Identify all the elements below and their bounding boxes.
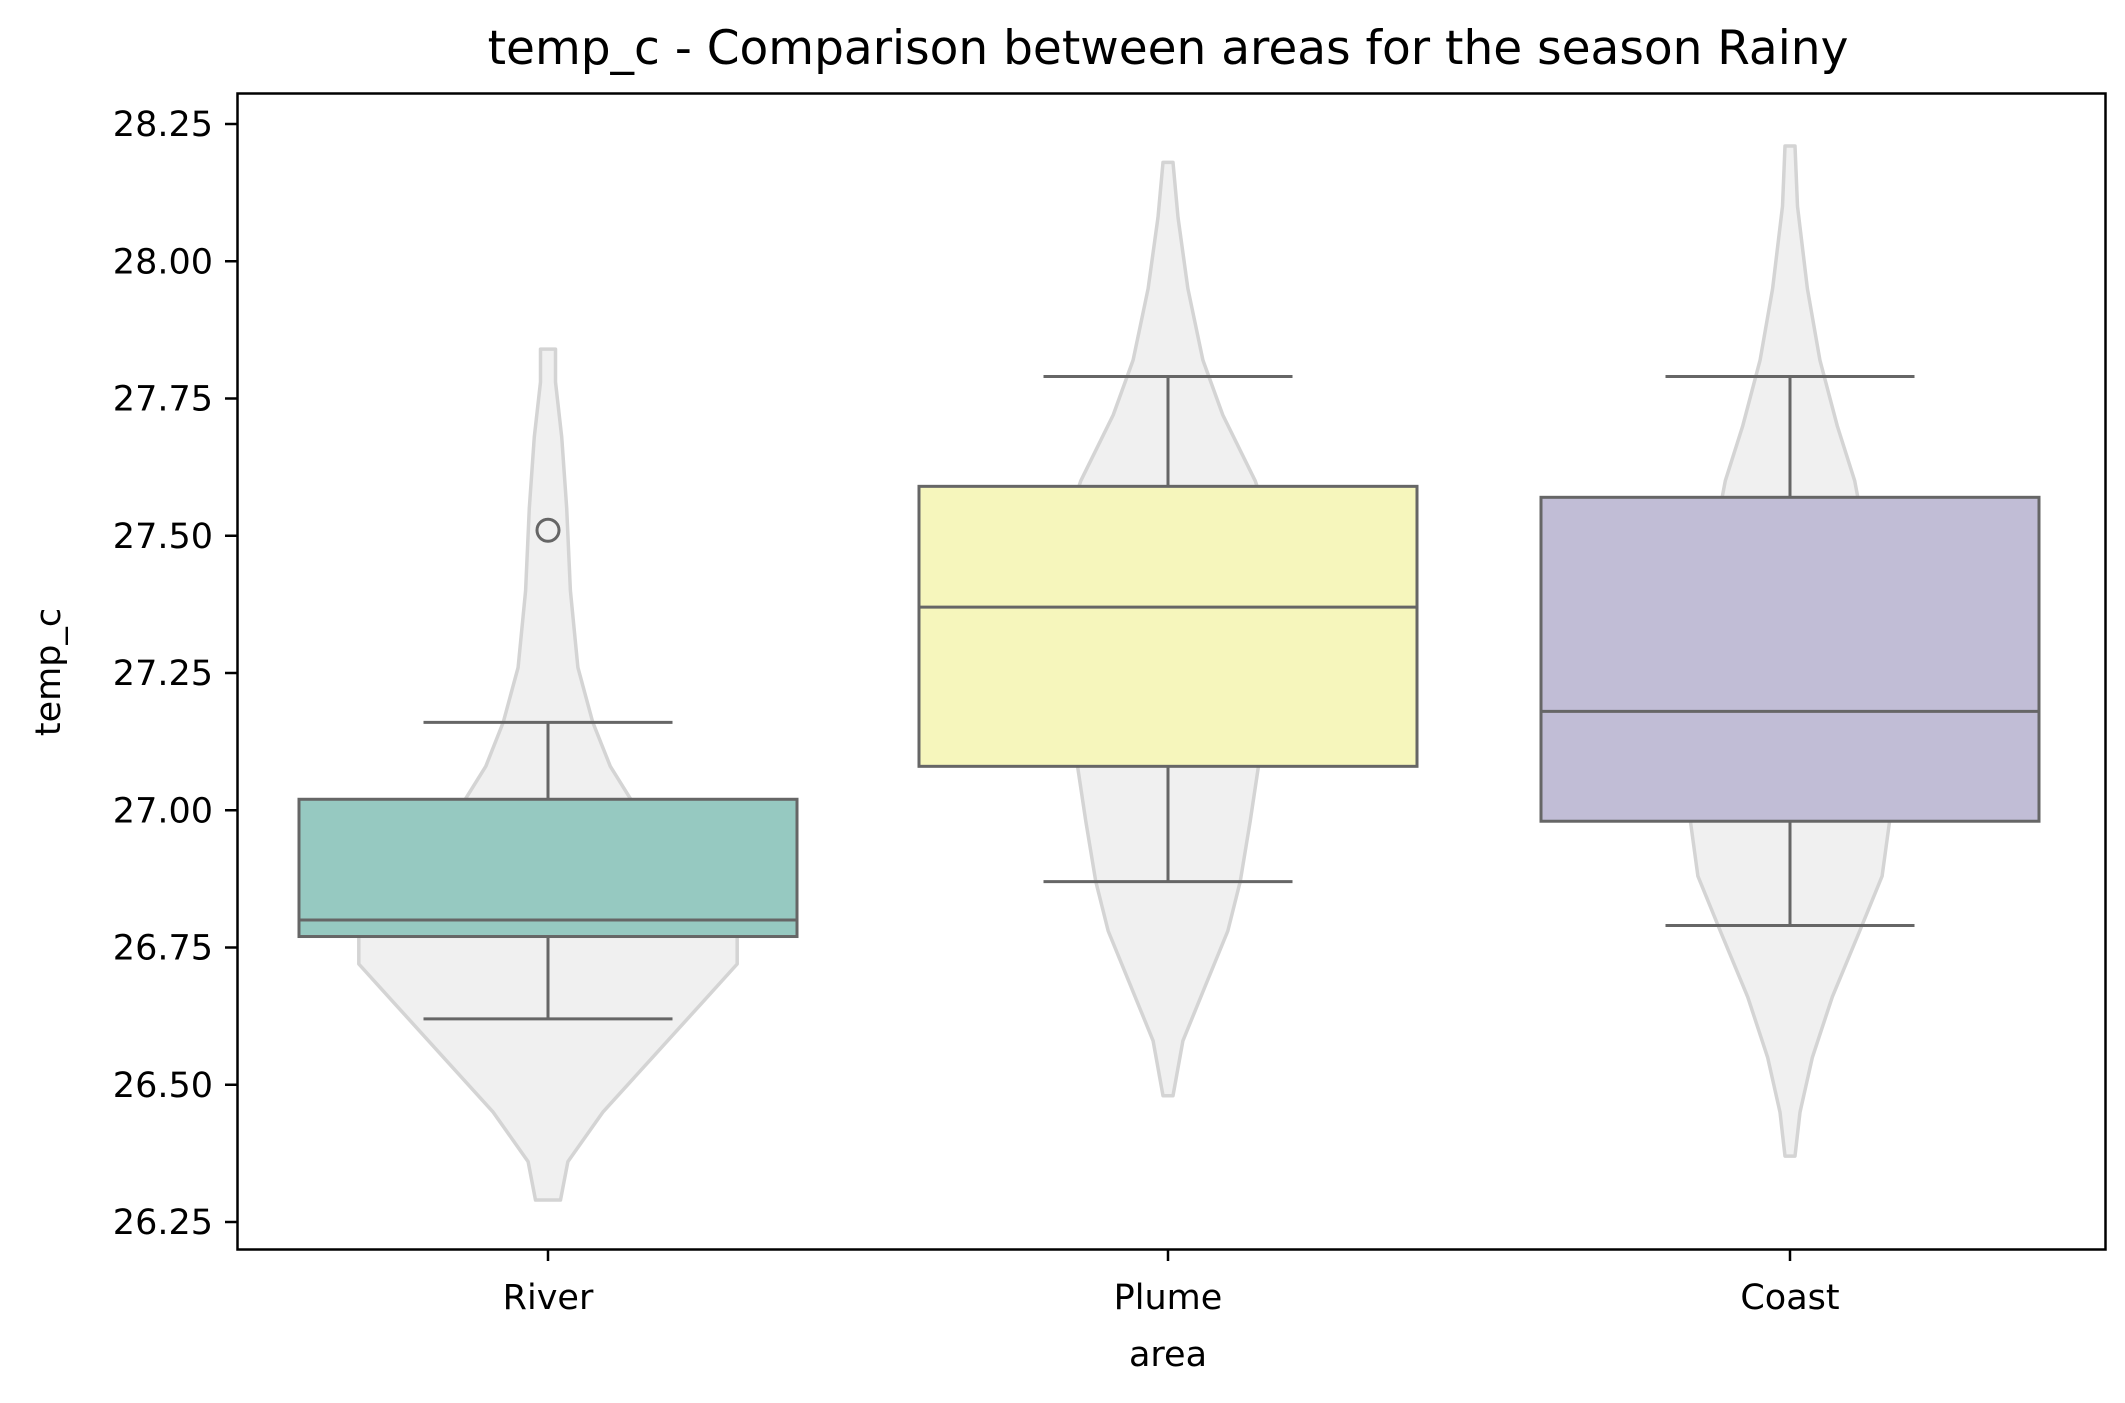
boxes-layer <box>297 375 2041 1021</box>
x-tick-label-plume: Plume <box>1114 1278 1223 1318</box>
y-axis-label: temp_c <box>29 608 69 736</box>
x-axis: River Plume Coast <box>503 1249 1840 1318</box>
y-tick-label: 26.50 <box>113 1066 213 1106</box>
plot-area-frame <box>236 92 2107 1251</box>
y-tick-label: 26.25 <box>113 1203 213 1243</box>
y-tick-label: 27.75 <box>113 380 213 420</box>
box-plume <box>917 375 1419 884</box>
x-axis-label: area <box>1129 1335 1207 1375</box>
iqr-box-plume <box>917 484 1419 768</box>
y-tick-label: 26.75 <box>113 929 213 969</box>
box-coast <box>1539 375 2041 928</box>
y-tick-label: 27.00 <box>113 791 213 831</box>
iqr-box-coast <box>1539 495 2041 823</box>
x-tick-label-river: River <box>503 1278 594 1318</box>
box-river <box>297 517 799 1021</box>
chart-title: temp_c - Comparison between areas for th… <box>488 21 1849 76</box>
x-tick-label-coast: Coast <box>1740 1278 1839 1318</box>
y-tick-label: 28.25 <box>113 105 213 145</box>
iqr-box-river <box>297 797 799 939</box>
y-tick-label: 27.25 <box>113 654 213 694</box>
y-axis: 26.25 26.50 26.75 27.00 27.25 27.50 27.75 28.00… <box>113 105 237 1243</box>
y-tick-label: 27.50 <box>113 517 213 557</box>
y-tick-label: 28.00 <box>113 242 213 282</box>
outlier-point-river <box>535 517 561 543</box>
